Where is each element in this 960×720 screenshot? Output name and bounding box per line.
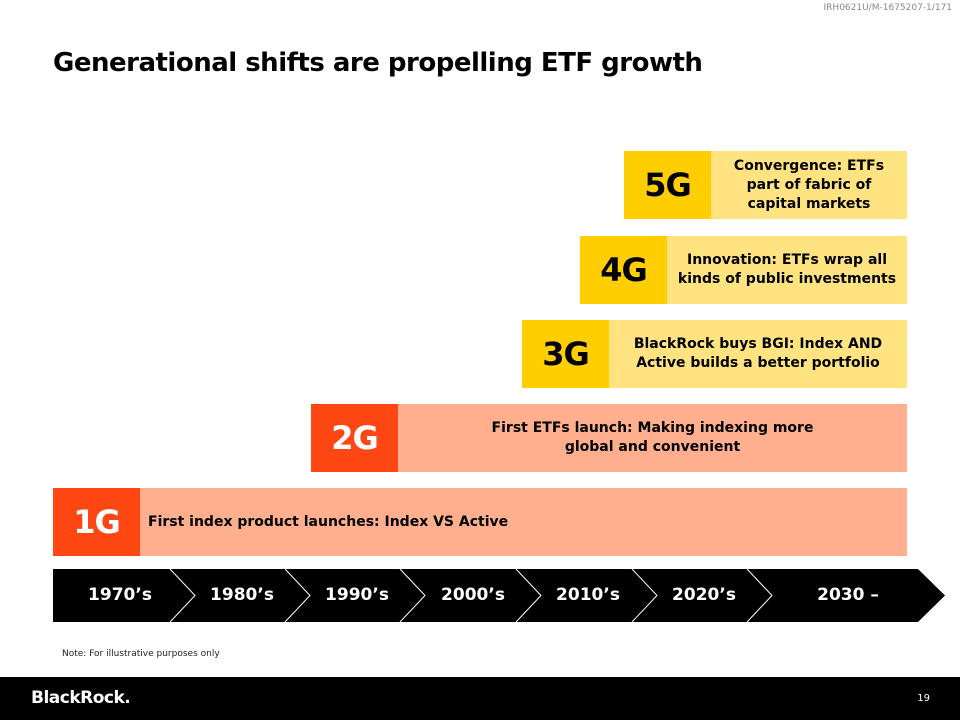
timeline-label: 1970’s: [88, 585, 152, 605]
blackrock-logo: BlackRock.: [31, 688, 131, 708]
generation-tag: 1G: [53, 488, 140, 556]
generation-tag: 5G: [624, 151, 711, 219]
timeline-label: 2030 –: [817, 585, 879, 605]
generation-2g: 2G First ETFs launch: Making indexing mo…: [311, 404, 907, 472]
generation-description: Convergence: ETFs part of fabric of capi…: [711, 151, 907, 219]
document-id: IRH0621U/M-1675207-1/171: [823, 3, 952, 13]
footer: BlackRock. 19: [0, 677, 960, 720]
generation-3g: 3G BlackRock buys BGI: Index AND Active …: [522, 320, 907, 388]
generation-description: First ETFs launch: Making indexing more …: [398, 404, 907, 472]
page-title: Generational shifts are propelling ETF g…: [53, 48, 703, 78]
timeline-label: 2010’s: [556, 585, 620, 605]
generation-5g: 5G Convergence: ETFs part of fabric of c…: [624, 151, 907, 219]
generation-1g: 1G First index product launches: Index V…: [53, 488, 907, 556]
timeline-label: 2000’s: [441, 585, 505, 605]
timeline-label: 1980’s: [210, 585, 274, 605]
timeline-label: 1990’s: [325, 585, 389, 605]
generation-tag: 3G: [522, 320, 609, 388]
page-number: 19: [917, 693, 930, 704]
generation-description: First index product launches: Index VS A…: [140, 488, 907, 556]
generation-tag: 2G: [311, 404, 398, 472]
generation-description: Innovation: ETFs wrap all kinds of publi…: [667, 236, 907, 304]
footnote: Note: For illustrative purposes only: [62, 649, 220, 659]
generation-description: BlackRock buys BGI: Index AND Active bui…: [609, 320, 907, 388]
timeline-label: 2020’s: [672, 585, 736, 605]
generation-tag: 4G: [580, 236, 667, 304]
generation-4g: 4G Innovation: ETFs wrap all kinds of pu…: [580, 236, 907, 304]
